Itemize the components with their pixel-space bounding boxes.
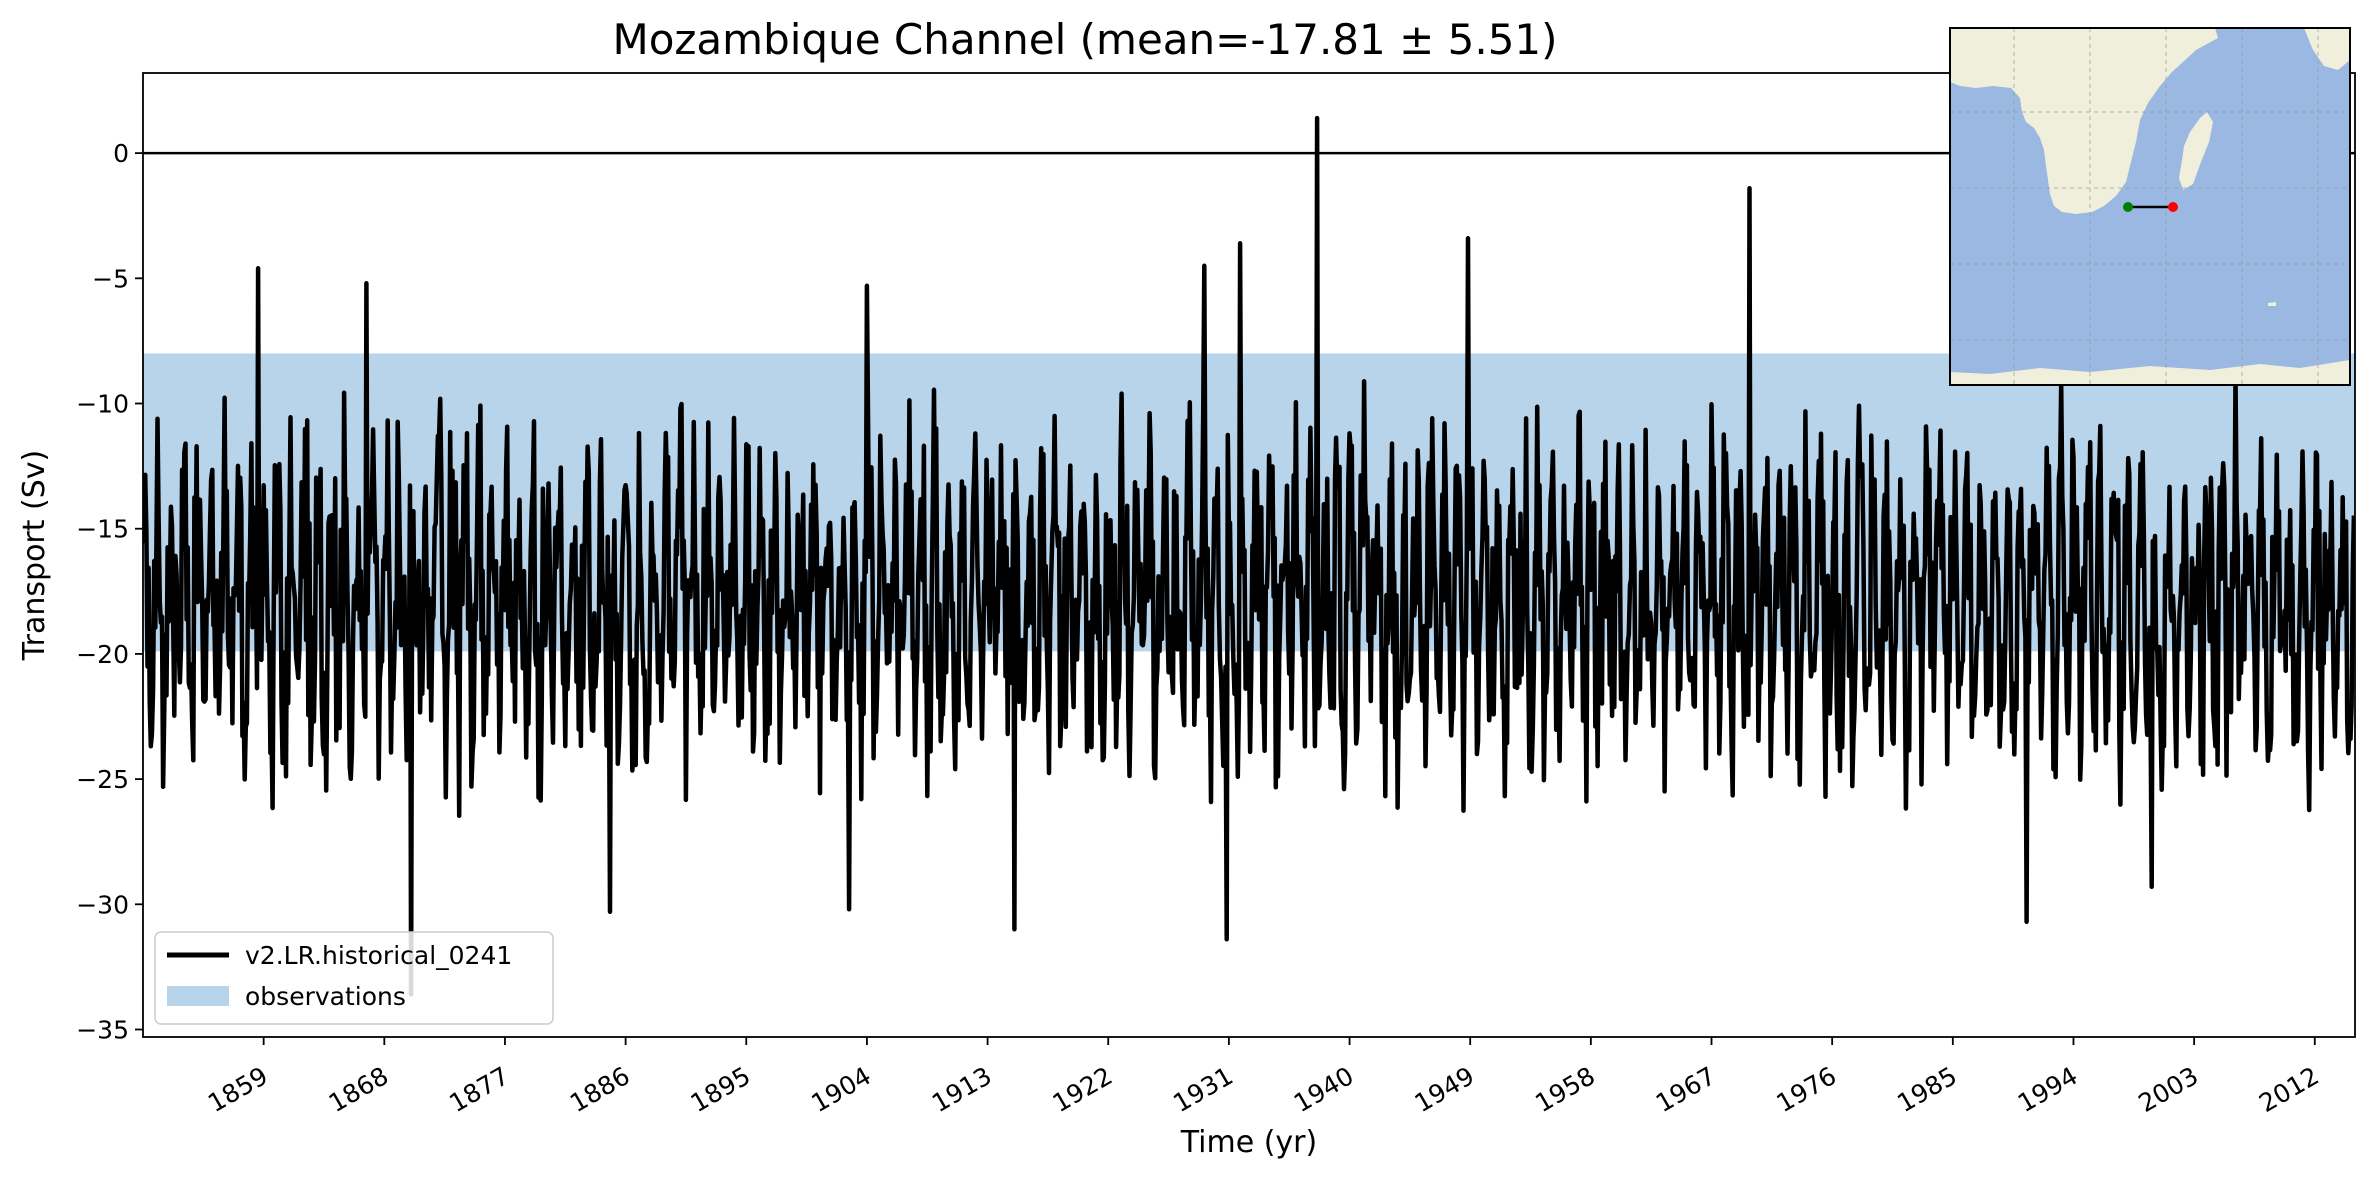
y-tick-label: −10 [76, 390, 129, 419]
y-axis: 0 −5 −10 −15 −20 −25 −30 −35 [76, 139, 143, 1044]
x-tick-label: 1895 [686, 1061, 756, 1118]
plot-frame [142, 72, 2356, 1038]
x-tick-label: 1949 [1410, 1061, 1480, 1118]
x-tick-label: 1922 [1048, 1061, 1118, 1118]
y-tick-label: −20 [76, 640, 129, 669]
x-tick-label: 1886 [565, 1061, 635, 1118]
y-tick-label: −35 [76, 1015, 129, 1044]
y-tick-label: −30 [76, 890, 129, 919]
x-tick-label: 1994 [2013, 1061, 2083, 1118]
x-tick-label: 1931 [1168, 1061, 1238, 1118]
x-tick-label: 1904 [806, 1061, 876, 1118]
inset-small-island [2268, 302, 2276, 306]
x-tick-label: 1976 [1772, 1061, 1842, 1118]
x-axis: 1859 1868 1877 1886 1895 1904 1913 1922 1931 1940… [203, 1037, 2324, 1118]
x-axis-label: Time (yr) [1180, 1125, 1317, 1160]
legend-label-observations: observations [245, 982, 406, 1011]
inset-section-start-marker [2123, 202, 2133, 212]
x-tick-label: 1940 [1289, 1061, 1359, 1118]
y-tick-label: −25 [76, 765, 129, 794]
series-group [143, 115, 2355, 997]
inset-frame [1949, 27, 2351, 386]
inset-land-antarctica [1950, 360, 2350, 385]
series-line-v2-lr-historical-0241 [143, 115, 2355, 997]
x-tick-label: 1859 [203, 1061, 273, 1118]
legend-swatch-observations [167, 986, 229, 1006]
inset-land-africa [1950, 28, 2218, 214]
y-tick-label: 0 [113, 139, 129, 168]
legend: v2.LR.historical_0241 observations [154, 931, 554, 1025]
inset-gridlines [1950, 28, 2350, 385]
y-tick-label: −5 [92, 264, 129, 293]
inset-map [1949, 27, 2351, 386]
inset-land-arabia [2304, 28, 2350, 70]
x-tick-label: 2012 [2254, 1061, 2324, 1118]
x-tick-label: 1967 [1651, 1061, 1721, 1118]
inset-section-end-marker [2168, 202, 2178, 212]
x-tick-label: 1958 [1530, 1061, 1600, 1118]
legend-frame [154, 931, 554, 1025]
legend-label-model: v2.LR.historical_0241 [245, 941, 512, 970]
x-tick-label: 2003 [2134, 1061, 2204, 1118]
plot-area [142, 72, 2356, 1038]
x-tick-label: 1985 [1892, 1061, 1962, 1118]
inset-land-madagascar [2179, 112, 2213, 190]
x-tick-label: 1868 [324, 1061, 394, 1118]
chart-title: Mozambique Channel (mean=-17.81 ± 5.51) [612, 15, 1557, 64]
x-tick-label: 1913 [927, 1061, 997, 1118]
y-tick-label: −15 [76, 515, 129, 544]
x-tick-label: 1877 [444, 1061, 514, 1118]
y-axis-label: Transport (Sv) [17, 450, 52, 662]
